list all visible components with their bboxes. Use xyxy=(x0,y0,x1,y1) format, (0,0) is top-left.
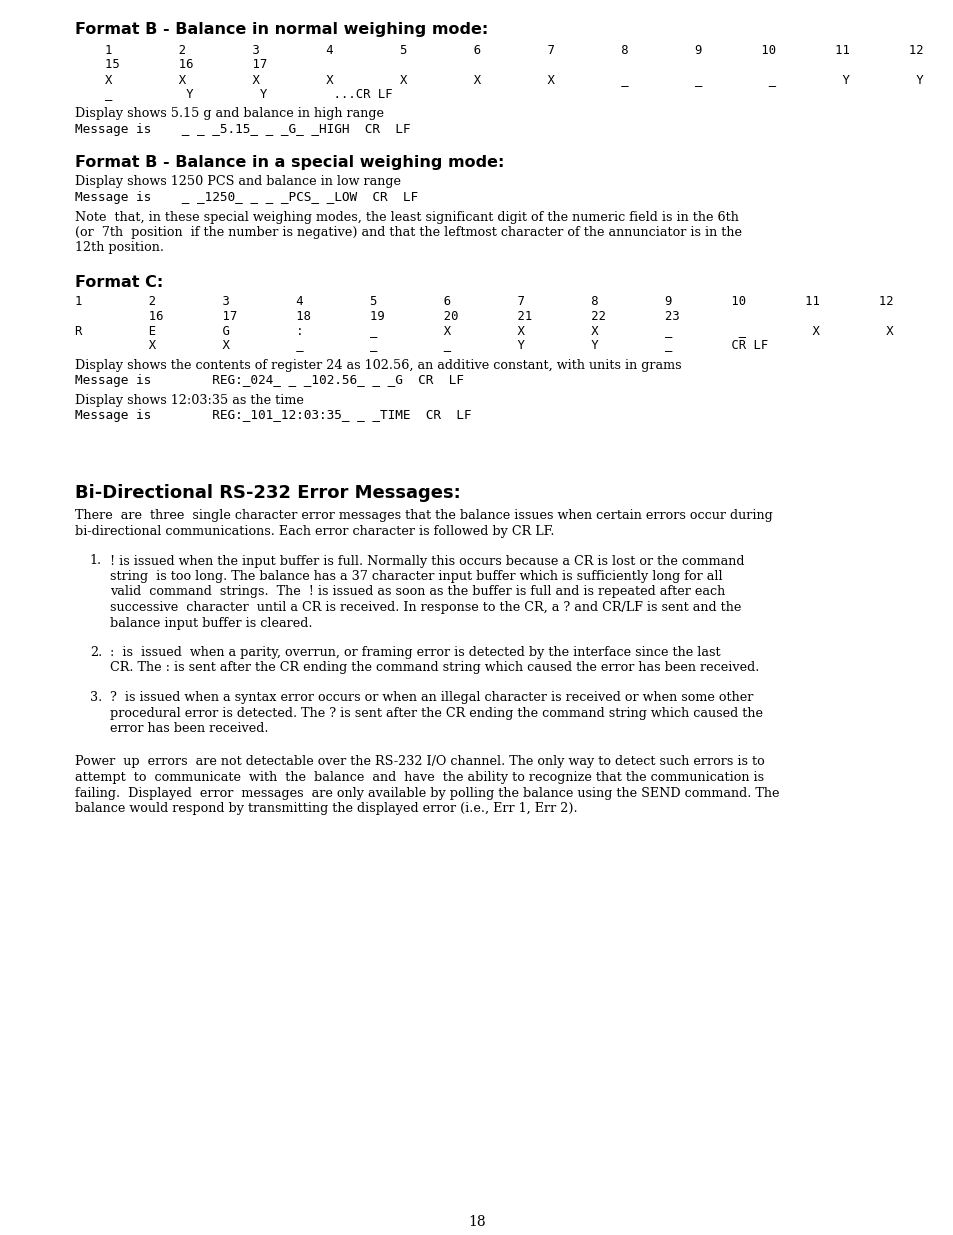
Text: ! is issued when the input buffer is full. Normally this occurs because a CR is : ! is issued when the input buffer is ful… xyxy=(110,555,743,568)
Text: Format B - Balance in normal weighing mode:: Format B - Balance in normal weighing mo… xyxy=(75,22,488,37)
Text: 2.: 2. xyxy=(90,646,102,659)
Text: Message is        REG:_101_12:03:35_ _ _TIME  CR  LF: Message is REG:_101_12:03:35_ _ _TIME CR… xyxy=(75,410,471,422)
Text: Display shows the contents of register 24 as 102.56, an additive constant, with : Display shows the contents of register 2… xyxy=(75,358,680,372)
Text: X         X         X         X         X         X         X         _         : X X X X X X X _ xyxy=(105,73,953,86)
Text: CR. The : is sent after the CR ending the command string which caused the error : CR. The : is sent after the CR ending th… xyxy=(110,662,759,674)
Text: There  are  three  single character error messages that the balance issues when : There are three single character error m… xyxy=(75,510,772,522)
Text: X         X         _         _         _         Y         Y         _        C: X X _ _ _ Y Y _ C xyxy=(75,338,767,352)
Text: 12th position.: 12th position. xyxy=(75,242,164,254)
Text: Format B - Balance in a special weighing mode:: Format B - Balance in a special weighing… xyxy=(75,156,504,170)
Text: Message is        REG:_024_ _ _102.56_ _ _G  CR  LF: Message is REG:_024_ _ _102.56_ _ _G CR … xyxy=(75,374,463,387)
Text: string  is too long. The balance has a 37 character input buffer which is suffic: string is too long. The balance has a 37… xyxy=(110,571,721,583)
Text: Display shows 12:03:35 as the time: Display shows 12:03:35 as the time xyxy=(75,394,304,408)
Text: 18: 18 xyxy=(468,1215,485,1229)
Text: _          Y         Y         ...CR LF: _ Y Y ...CR LF xyxy=(105,88,393,100)
Text: Power  up  errors  are not detectable over the RS-232 I/O channel. The only way : Power up errors are not detectable over … xyxy=(75,756,764,768)
Text: :  is  issued  when a parity, overrun, or framing error is detected by the inter: : is issued when a parity, overrun, or f… xyxy=(110,646,720,659)
Text: balance would respond by transmitting the displayed error (i.e., Err 1, Err 2).: balance would respond by transmitting th… xyxy=(75,802,577,815)
Text: attempt  to  communicate  with  the  balance  and  have  the ability to recogniz: attempt to communicate with the balance … xyxy=(75,771,763,784)
Text: 16        17        18        19        20        21        22        23: 16 17 18 19 20 21 22 23 xyxy=(75,310,679,322)
Text: error has been received.: error has been received. xyxy=(110,722,268,735)
Text: R         E         G         :         _         X         X         X         : R E G : _ X X X xyxy=(75,324,953,337)
Text: balance input buffer is cleared.: balance input buffer is cleared. xyxy=(110,616,313,630)
Text: (or  7th  position  if the number is negative) and that the leftmost character o: (or 7th position if the number is negati… xyxy=(75,226,741,240)
Text: Display shows 1250 PCS and balance in low range: Display shows 1250 PCS and balance in lo… xyxy=(75,175,400,188)
Text: Message is    _ _ _5.15_ _ _G_ _HIGH  CR  LF: Message is _ _ _5.15_ _ _G_ _HIGH CR LF xyxy=(75,124,410,136)
Text: ?  is issued when a syntax error occurs or when an illegal character is received: ? is issued when a syntax error occurs o… xyxy=(110,692,753,704)
Text: Bi-Directional RS-232 Error Messages:: Bi-Directional RS-232 Error Messages: xyxy=(75,484,460,503)
Text: Format C:: Format C: xyxy=(75,275,163,290)
Text: failing.  Displayed  error  messages  are only available by polling the balance : failing. Displayed error messages are on… xyxy=(75,787,779,799)
Text: 15        16        17: 15 16 17 xyxy=(105,58,267,72)
Text: 1         2         3         4         5         6         7         8         : 1 2 3 4 5 6 7 8 xyxy=(75,295,953,308)
Text: Message is    _ _1250_ _ _ _PCS_ _LOW  CR  LF: Message is _ _1250_ _ _ _PCS_ _LOW CR LF xyxy=(75,190,417,204)
Text: Note  that, in these special weighing modes, the least significant digit of the : Note that, in these special weighing mod… xyxy=(75,210,739,224)
Text: bi-directional communications. Each error character is followed by CR LF.: bi-directional communications. Each erro… xyxy=(75,525,554,538)
Text: 3.: 3. xyxy=(90,692,102,704)
Text: successive  character  until a CR is received. In response to the CR, a ? and CR: successive character until a CR is recei… xyxy=(110,601,740,614)
Text: valid  command  strings.  The  ! is issued as soon as the buffer is full and is : valid command strings. The ! is issued a… xyxy=(110,585,724,599)
Text: procedural error is detected. The ? is sent after the CR ending the command stri: procedural error is detected. The ? is s… xyxy=(110,706,762,720)
Text: 1.: 1. xyxy=(90,555,102,568)
Text: 1         2         3         4         5         6         7         8         : 1 2 3 4 5 6 7 8 xyxy=(105,44,953,57)
Text: Display shows 5.15 g and balance in high range: Display shows 5.15 g and balance in high… xyxy=(75,107,384,121)
